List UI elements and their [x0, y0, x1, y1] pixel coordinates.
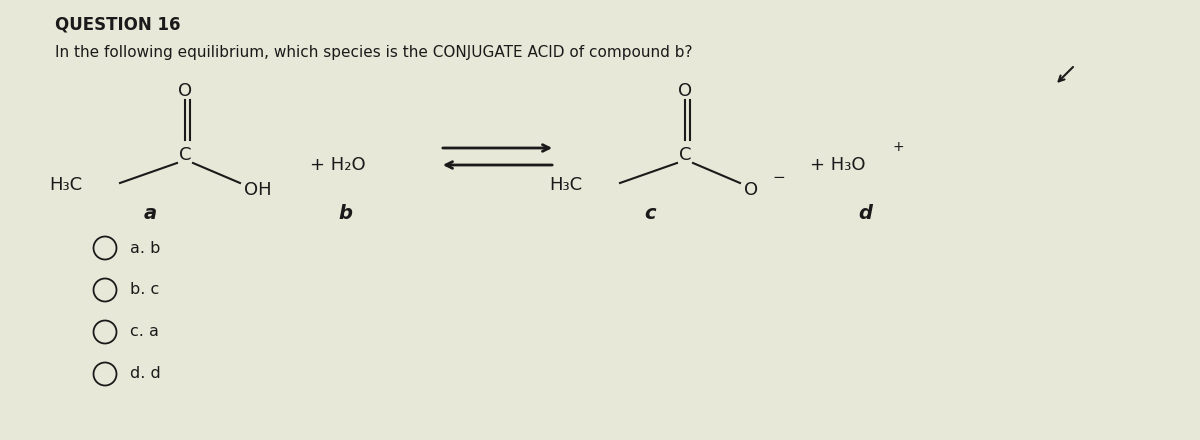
Text: a. b: a. b [130, 241, 161, 256]
Text: C: C [179, 146, 191, 164]
Text: d. d: d. d [130, 367, 161, 381]
Text: c. a: c. a [130, 324, 158, 340]
Text: + H₂O: + H₂O [310, 156, 366, 174]
Text: C: C [679, 146, 691, 164]
Text: In the following equilibrium, which species is the CONJUGATE ACID of compound b?: In the following equilibrium, which spec… [55, 45, 692, 60]
Text: OH: OH [244, 181, 271, 199]
Text: c: c [644, 204, 655, 223]
Text: QUESTION 16: QUESTION 16 [55, 15, 180, 33]
Text: −: − [772, 169, 785, 184]
Text: +: + [892, 140, 904, 154]
Text: O: O [178, 82, 192, 100]
Text: a: a [144, 204, 156, 223]
Text: H₃C: H₃C [49, 176, 82, 194]
Text: b: b [338, 204, 352, 223]
Text: b. c: b. c [130, 282, 160, 297]
Text: + H₃O: + H₃O [810, 156, 865, 174]
Text: O: O [744, 181, 758, 199]
Text: d: d [858, 204, 872, 223]
Text: H₃C: H₃C [548, 176, 582, 194]
Text: O: O [678, 82, 692, 100]
